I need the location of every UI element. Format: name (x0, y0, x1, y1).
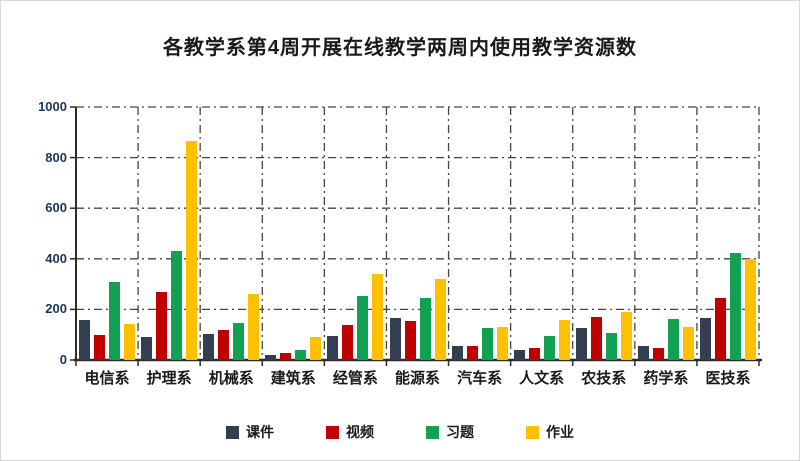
bar-视频-人文系 (528, 348, 540, 360)
y-tick-label-0: 0 (59, 352, 67, 367)
bar-习题-电信系 (109, 281, 121, 360)
legend: 课件 视频 习题 作业 (1, 422, 799, 442)
bar-group-电信系 (76, 107, 138, 360)
bar-习题-机械系 (233, 322, 245, 360)
legend-swatch-课件 (226, 425, 239, 439)
x-tick-label-电信系: 电信系 (84, 370, 130, 387)
x-tick-label-医技系: 医技系 (705, 370, 751, 387)
bar-习题-汽车系 (481, 327, 493, 360)
bar-group-汽车系 (449, 107, 511, 360)
bar-视频-汽车系 (466, 345, 478, 360)
bar-习题-人文系 (543, 336, 555, 360)
bar-groups (76, 107, 759, 360)
legend-item-作业: 作业 (526, 422, 574, 442)
x-tick-label-人文系: 人文系 (519, 370, 565, 387)
bar-习题-能源系 (419, 298, 431, 360)
y-tick-label-400: 400 (45, 250, 67, 266)
bar-作业-护理系 (186, 140, 198, 360)
bar-视频-经管系 (342, 325, 354, 360)
bar-课件-汽车系 (451, 345, 463, 360)
chart-title: 各教学系第4周开展在线教学两周内使用教学资源数 (162, 37, 638, 59)
bar-视频-护理系 (156, 292, 168, 360)
bar-习题-医技系 (729, 253, 741, 360)
bar-视频-电信系 (94, 334, 106, 360)
bar-视频-药学系 (652, 347, 664, 360)
bar-课件-建筑系 (265, 355, 277, 360)
bar-group-机械系 (200, 107, 262, 360)
bar-习题-药学系 (667, 318, 679, 360)
legend-label-课件: 课件 (246, 424, 274, 440)
x-tick-label-经管系: 经管系 (332, 370, 378, 387)
bar-作业-医技系 (744, 258, 756, 360)
bar-视频-医技系 (714, 297, 726, 360)
bar-习题-经管系 (357, 295, 369, 360)
x-tick-label-汽车系: 汽车系 (457, 370, 503, 387)
bar-group-医技系 (697, 107, 759, 360)
x-tick-label-机械系: 机械系 (208, 370, 254, 387)
bar-group-能源系 (386, 107, 448, 360)
plot-area (70, 106, 762, 366)
bar-group-农技系 (573, 107, 635, 360)
legend-item-视频: 视频 (326, 422, 374, 442)
bar-group-护理系 (138, 107, 200, 360)
bar-作业-机械系 (248, 293, 260, 360)
bar-group-药学系 (635, 107, 697, 360)
bar-作业-建筑系 (310, 336, 322, 360)
bar-课件-电信系 (79, 319, 91, 360)
bar-作业-经管系 (372, 273, 384, 360)
legend-item-习题: 习题 (426, 422, 474, 442)
bar-课件-经管系 (327, 335, 339, 360)
bar-作业-药学系 (682, 327, 694, 360)
y-tick-label-1000: 1000 (38, 99, 67, 114)
bar-课件-护理系 (141, 337, 153, 360)
legend-label-视频: 视频 (346, 424, 374, 440)
y-tick-label-800: 800 (45, 149, 67, 165)
bar-视频-农技系 (590, 317, 602, 360)
legend-swatch-作业 (526, 425, 539, 439)
legend-swatch-习题 (426, 425, 439, 439)
legend-swatch-视频 (326, 425, 339, 439)
bar-作业-人文系 (558, 320, 570, 360)
bar-视频-能源系 (404, 320, 416, 360)
bar-课件-机械系 (203, 333, 215, 360)
bar-作业-电信系 (124, 323, 136, 360)
x-tick-label-农技系: 农技系 (581, 370, 627, 387)
y-tick-label-600: 600 (45, 200, 67, 216)
bar-group-经管系 (324, 107, 386, 360)
bar-课件-能源系 (389, 318, 401, 360)
bar-课件-医技系 (699, 318, 711, 360)
legend-item-课件: 课件 (226, 422, 274, 442)
bar-习题-建筑系 (295, 350, 307, 360)
legend-label-习题: 习题 (446, 424, 474, 440)
y-tick-label-200: 200 (45, 301, 67, 317)
bar-作业-农技系 (620, 312, 632, 360)
x-tick-label-药学系: 药学系 (643, 370, 689, 387)
bar-习题-农技系 (605, 332, 617, 360)
bar-作业-能源系 (434, 279, 446, 360)
bar-习题-护理系 (171, 250, 183, 360)
bar-group-建筑系 (262, 107, 324, 360)
legend-label-作业: 作业 (546, 424, 574, 440)
x-tick-label-护理系: 护理系 (146, 370, 192, 387)
bar-作业-汽车系 (496, 327, 508, 360)
bar-课件-药学系 (637, 345, 649, 360)
x-tick-label-建筑系: 建筑系 (270, 370, 316, 387)
x-tick-label-能源系: 能源系 (394, 370, 440, 387)
bar-视频-建筑系 (280, 353, 292, 360)
bar-group-人文系 (511, 107, 573, 360)
bar-课件-人文系 (513, 349, 525, 360)
bar-课件-农技系 (575, 327, 587, 360)
bar-视频-机械系 (218, 330, 230, 360)
